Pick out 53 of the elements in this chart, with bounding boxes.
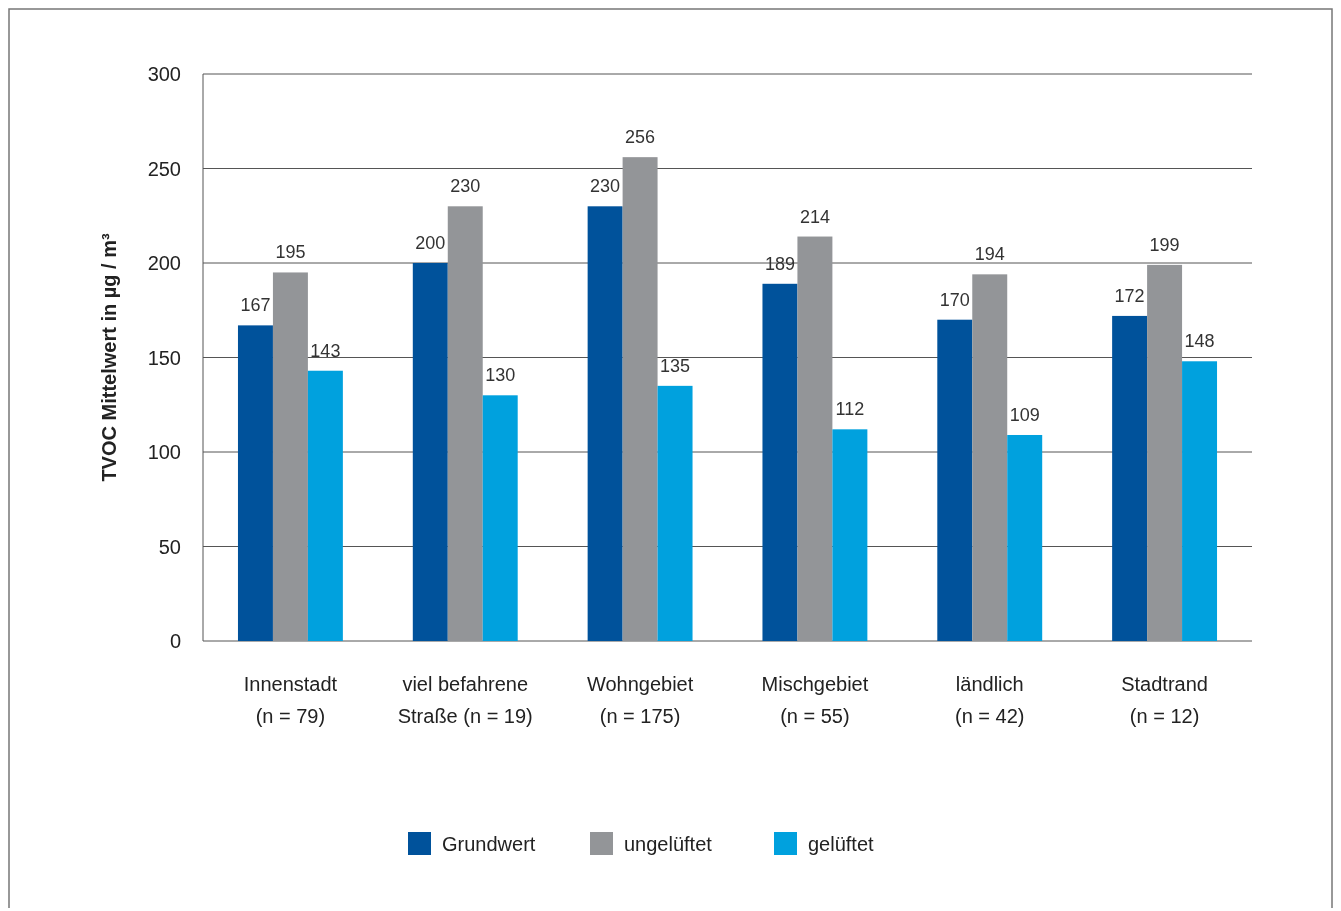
data-label: 199 <box>1149 234 1180 255</box>
bar <box>762 283 798 641</box>
bar <box>1147 264 1183 641</box>
data-label: 172 <box>1114 285 1145 306</box>
data-label: 109 <box>1009 404 1040 425</box>
data-label: 143 <box>310 340 341 361</box>
data-label: 112 <box>835 399 865 420</box>
y-tick-label: 300 <box>147 63 181 85</box>
legend-label: Grundwert <box>442 833 536 855</box>
y-tick-label: 50 <box>158 535 181 558</box>
bar <box>797 236 833 641</box>
bar <box>237 325 273 641</box>
y-tick-label: 250 <box>147 157 181 180</box>
data-label: 195 <box>275 242 306 263</box>
bar <box>657 385 693 641</box>
bar <box>587 206 623 641</box>
x-tick-label: Stadtrand (n = 12) <box>1121 673 1208 727</box>
x-tick-label: Wohngebiet (n = 175) <box>586 673 694 727</box>
y-tick-label: 150 <box>147 346 181 369</box>
x-tick-label: ländlich (n = 42) <box>955 673 1025 727</box>
bar <box>412 263 448 641</box>
bar <box>937 319 973 641</box>
bar <box>832 429 868 641</box>
bar <box>622 157 658 641</box>
data-label: 230 <box>590 176 621 197</box>
data-label: 189 <box>764 253 795 274</box>
data-label: 256 <box>625 127 656 148</box>
x-tick-label: viel befahrene Straße (n = 19) <box>397 673 533 727</box>
bar <box>447 206 483 641</box>
y-axis-title: TVOC Mittelwert in µg / m³ <box>98 233 120 482</box>
data-label: 230 <box>450 176 481 197</box>
bar <box>1112 315 1148 641</box>
bar <box>972 274 1008 641</box>
bar <box>1182 361 1218 641</box>
data-label: 194 <box>974 244 1005 265</box>
legend-label: ungelüftet <box>624 833 713 855</box>
bar <box>272 272 308 641</box>
bar <box>1007 434 1043 641</box>
x-tick-label: Innenstadt (n = 79) <box>243 673 338 727</box>
data-label: 130 <box>485 365 516 386</box>
data-label: 200 <box>415 233 446 253</box>
y-tick-label: 200 <box>147 252 181 274</box>
bar <box>307 370 343 641</box>
data-label: 167 <box>240 295 271 316</box>
bar <box>482 395 518 641</box>
legend-label: gelüftet <box>808 833 875 855</box>
data-label: 214 <box>799 206 830 227</box>
data-label: 148 <box>1184 331 1215 352</box>
y-tick-label: 100 <box>147 441 181 463</box>
data-label: 170 <box>939 289 970 310</box>
y-tick-label: 0 <box>169 630 181 652</box>
data-label: 135 <box>660 355 691 376</box>
x-tick-label: Mischgebiet (n = 55) <box>761 673 869 727</box>
